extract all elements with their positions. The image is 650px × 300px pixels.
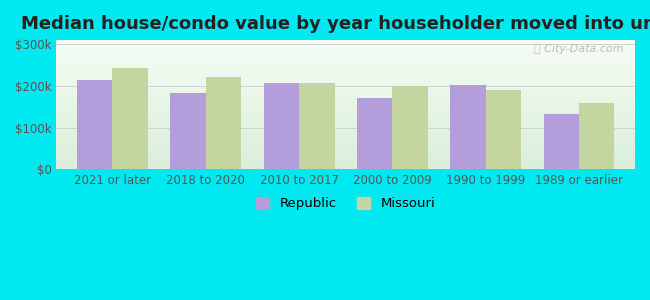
Bar	[112, 68, 148, 169]
Bar	[299, 83, 335, 169]
Bar	[450, 85, 486, 169]
Bar	[486, 90, 521, 169]
Bar	[579, 103, 614, 169]
Bar	[543, 114, 579, 169]
Text: ⓘ City-Data.com: ⓘ City-Data.com	[534, 44, 623, 54]
Legend: Republic, Missouri: Republic, Missouri	[252, 193, 439, 214]
Bar	[77, 80, 112, 169]
Bar	[264, 82, 299, 169]
Title: Median house/condo value by year householder moved into unit: Median house/condo value by year househo…	[21, 15, 650, 33]
Bar	[393, 86, 428, 169]
Bar	[357, 98, 393, 169]
Bar	[170, 93, 206, 169]
Bar	[206, 77, 241, 169]
